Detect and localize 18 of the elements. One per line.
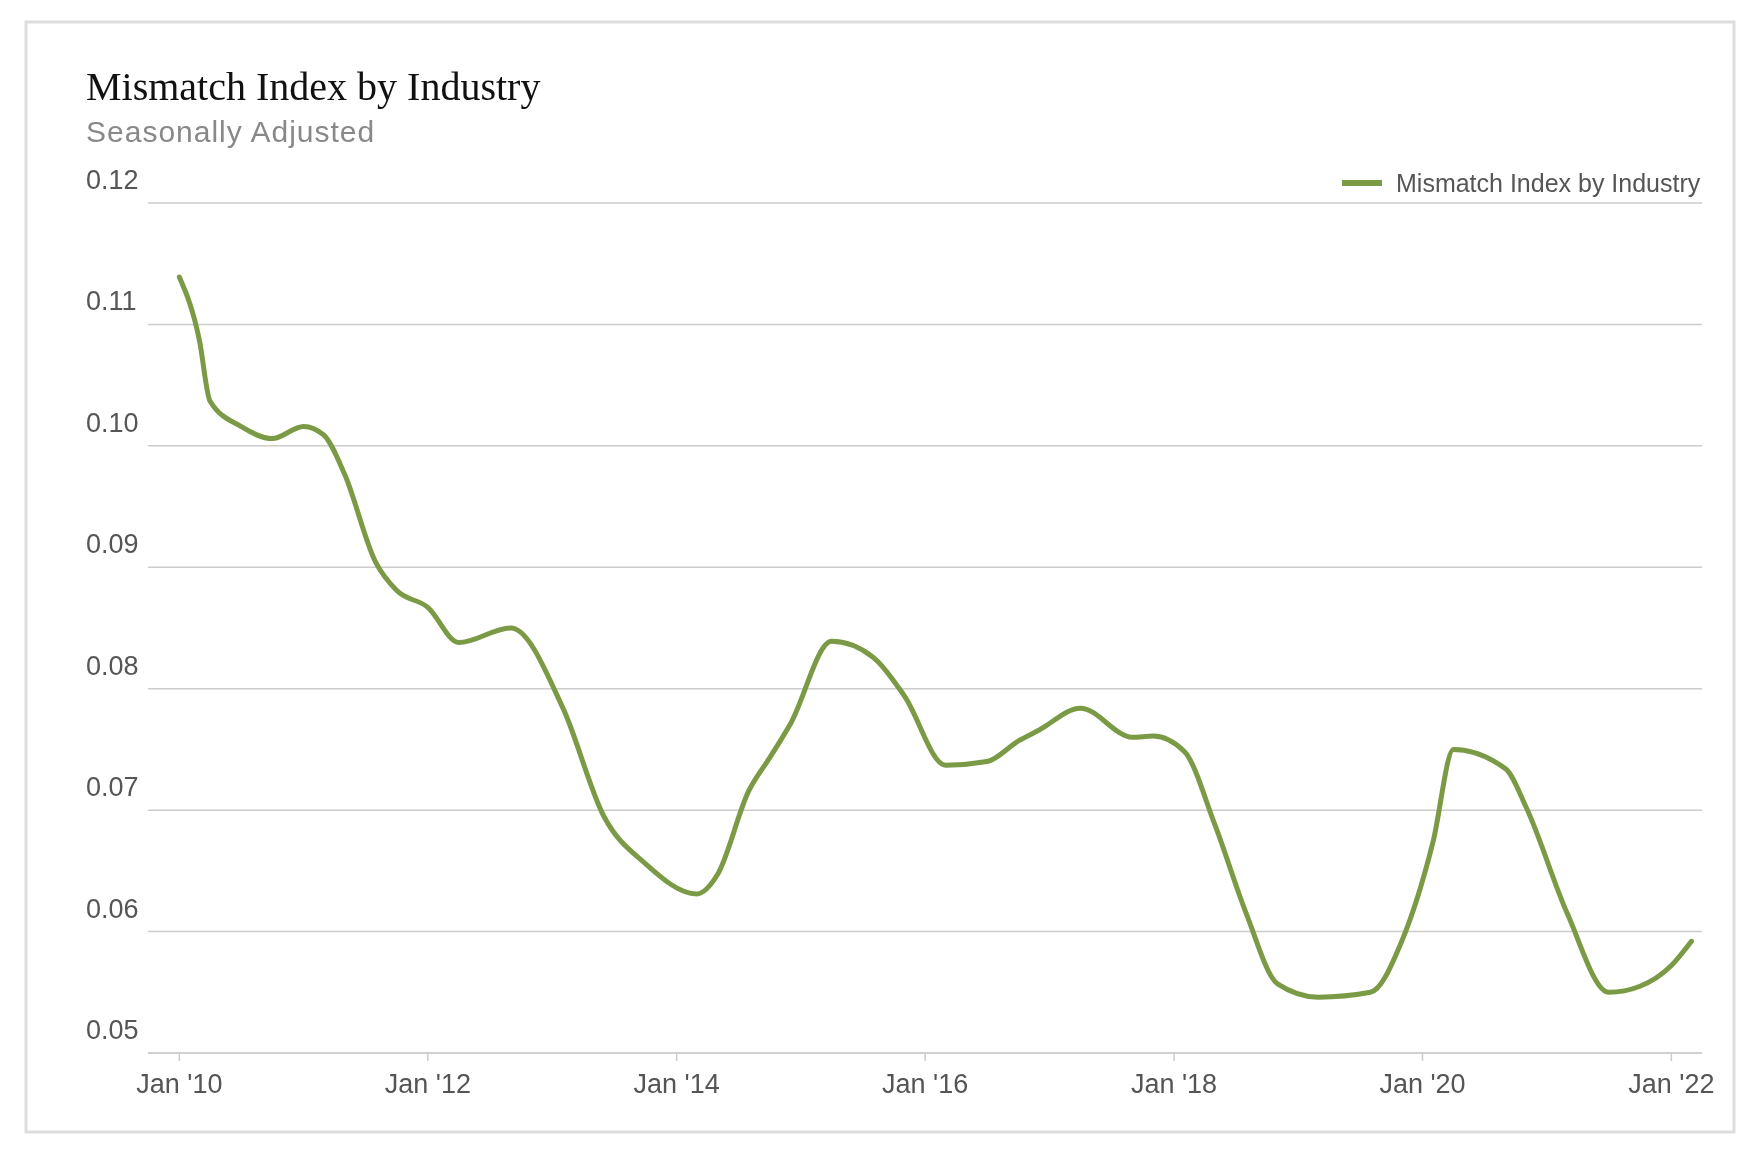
- y-tick-label: 0.11: [86, 286, 137, 317]
- y-tick-label: 0.06: [86, 893, 139, 924]
- x-tick-label: Jan '14: [633, 1069, 720, 1099]
- legend-label: Mismatch Index by Industry: [1396, 169, 1701, 197]
- chart-subtitle: Seasonally Adjusted: [86, 115, 376, 148]
- chart-title: Mismatch Index by Industry: [86, 64, 541, 109]
- y-tick-label: 0.08: [86, 650, 139, 681]
- y-tick-label: 0.09: [86, 529, 139, 560]
- x-tick-label: Jan '12: [384, 1069, 471, 1099]
- y-tick-label: 0.07: [86, 772, 139, 803]
- x-tick-label: Jan '18: [1130, 1069, 1218, 1099]
- x-tick-label: Jan '20: [1379, 1069, 1466, 1099]
- x-tick-label: Jan '16: [882, 1069, 969, 1099]
- y-tick-label: 0.12: [86, 165, 139, 195]
- x-tick-label: Jan '22: [1628, 1069, 1715, 1099]
- x-tick-label: Jan '10: [136, 1069, 223, 1099]
- y-tick-label: 0.10: [86, 407, 139, 438]
- y-tick-label: 0.05: [86, 1015, 139, 1045]
